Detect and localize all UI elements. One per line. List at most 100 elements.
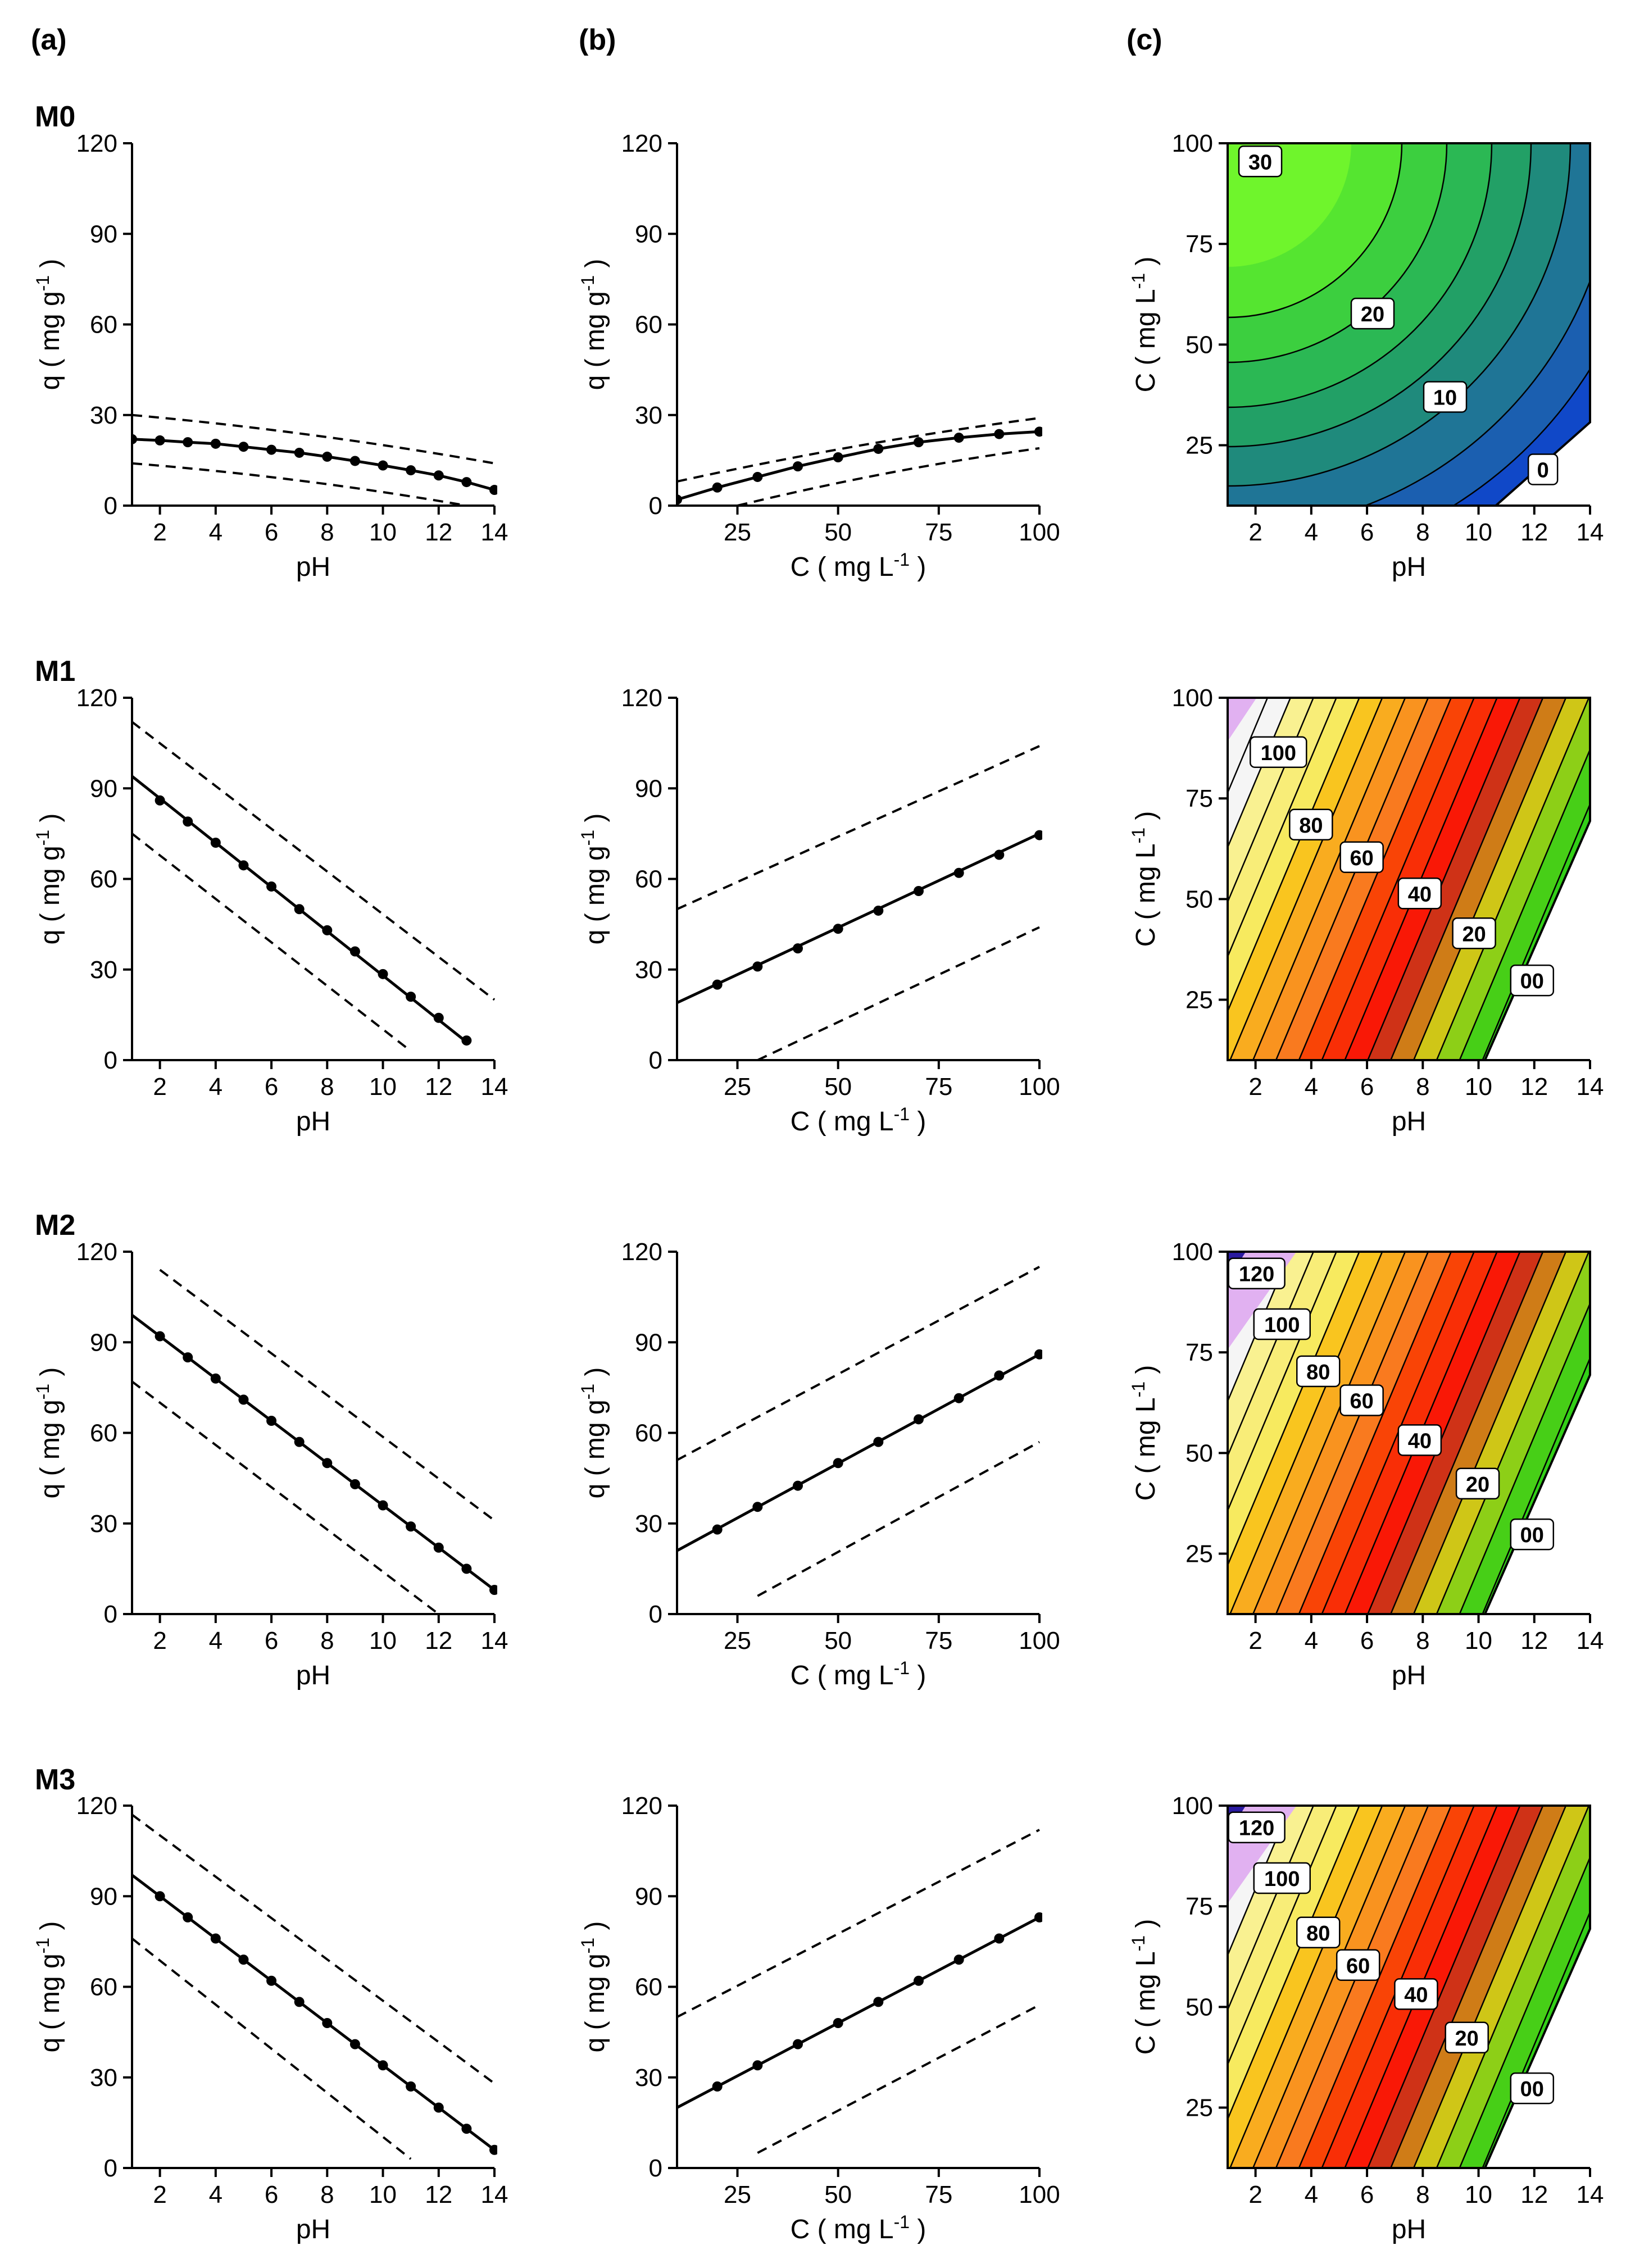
chart-m3-c-band — [1228, 1806, 1337, 2168]
chart-m1-a-point — [294, 904, 305, 915]
chart-m1-a-lower-ci — [132, 833, 412, 1052]
chart-m3-a-point — [349, 2039, 360, 2049]
chart-m0-b-point — [793, 461, 803, 472]
chart-m3-b-x-tick-label: 100 — [1019, 2181, 1060, 2208]
chart-m2-b-fit-line — [677, 1353, 1041, 1552]
chart-m2-c-band — [1620, 1252, 1626, 1614]
chart-m3-c-x-tick-label: 8 — [1416, 2181, 1429, 2208]
chart-m3-c-label-box — [1336, 1949, 1380, 1981]
chart-m3-c-band — [1228, 1806, 1291, 2168]
chart-m0-c-label-box — [1527, 453, 1559, 485]
chart-m1-b: 25 50 75 100 0 30 60 90 120 C ( mg L-1 ) q ( mg g-… — [578, 684, 1060, 1137]
chart-m2-a-fit-line — [132, 1313, 496, 1591]
chart-m1-c-y-tick-label: 50 — [1186, 885, 1213, 913]
chart-m1-a-x-tick-label: 8 — [320, 1073, 334, 1101]
chart-m2-a-point — [238, 1394, 249, 1405]
chart-m1-a-y-tick-label: 60 — [90, 866, 117, 893]
chart-m1-c-x-tick-label: 10 — [1465, 1073, 1492, 1101]
chart-m0-a-y-tick-label: 30 — [90, 402, 117, 429]
chart-m2-c: 00 20 40 60 80 100 120 2 4 6 8 10 12 14 25 50 75 100 pH C (… — [1128, 1238, 1626, 1690]
chart-m2-a-x-tick-label: 4 — [209, 1627, 222, 1655]
chart-m1-b-x-tick-label: 50 — [824, 1073, 852, 1101]
chart-m1-a-x-title: pH — [296, 1107, 330, 1137]
chart-m0-a-x-tick-label: 12 — [425, 519, 452, 546]
panel-letter-b: (b) — [579, 24, 616, 56]
chart-m3-b-y-tick-label: 120 — [621, 1792, 662, 1820]
chart-m3-a-x-tick-label: 14 — [481, 2181, 508, 2208]
chart-m2-c-contour-line — [1252, 1252, 1406, 1614]
chart-m1-a-point — [349, 946, 360, 957]
chart-m1-a-point — [210, 838, 221, 848]
chart-m3-a-x-tick-label: 4 — [209, 2181, 222, 2208]
chart-m3-c-band — [1597, 1806, 1626, 2168]
chart-m2-c-contour-line — [1228, 1252, 1360, 1614]
chart-m2-a-y-title: q ( mg g-1 ) — [33, 1367, 65, 1499]
chart-m3-c-label-box — [1510, 2072, 1555, 2105]
chart-m3-a-x-title: pH — [296, 2215, 330, 2244]
chart-m1-a-y-tick-label: 120 — [76, 684, 117, 712]
chart-m1-c-band — [1436, 698, 1590, 1060]
chart-m2-c-label-box — [1455, 1467, 1500, 1500]
chart-m0-c-contour-label: 0 — [1537, 459, 1549, 483]
chart-m2-c-contour-line — [1459, 1252, 1590, 1614]
chart-m3-a-x-tick-label: 12 — [425, 2181, 452, 2208]
chart-m2-c-contour-line — [1390, 1252, 1544, 1614]
chart-m3-a-point — [406, 2081, 416, 2092]
chart-m2-c-x-tick-label: 4 — [1305, 1627, 1318, 1655]
chart-m3-a-point — [461, 2124, 472, 2134]
chart-m2-b-x-tick-label: 75 — [925, 1627, 952, 1655]
chart-m3-c-band — [1298, 1806, 1475, 2168]
chart-m1-c-label-box — [1510, 964, 1555, 997]
chart-m1-b-fit-line — [677, 832, 1041, 1005]
chart-m0-c-x-tick-label: 8 — [1416, 519, 1429, 546]
chart-m1-b-x-tick-label: 100 — [1019, 1073, 1060, 1101]
chart-m3-c-contour-line — [1252, 1806, 1406, 2168]
chart-m3-b-x-tick-label: 25 — [724, 2181, 751, 2208]
chart-m2-a-y-tick-label: 90 — [90, 1329, 117, 1356]
chart-m2-c-contour-line — [1412, 1252, 1567, 1614]
chart-m2-c-label-box — [1253, 1308, 1311, 1340]
chart-m0-b-lower-ci — [737, 447, 1040, 506]
chart-m3-c-band — [1228, 1806, 1314, 2168]
chart-m2-a-y-tick-label: 0 — [104, 1601, 117, 1628]
chart-m3-a-point — [155, 1891, 165, 1902]
chart-m3-b-point — [994, 1933, 1005, 1944]
chart-m1-c-x-tick-label: 6 — [1360, 1073, 1374, 1101]
chart-m0-b-x-tick-label: 50 — [824, 519, 852, 546]
chart-m3-a-lower-ci — [132, 1937, 412, 2160]
chart-m1-a-x-tick-label: 6 — [265, 1073, 278, 1101]
chart-m0-a-point — [210, 438, 221, 449]
chart-m2-c-x-tick-label: 12 — [1520, 1627, 1548, 1655]
chart-m2-c-band — [1414, 1252, 1589, 1614]
chart-m3-a-y-tick-label: 0 — [104, 2155, 117, 2182]
chart-m2-c-label-box — [1397, 1424, 1442, 1456]
chart-m2-c-band — [1391, 1252, 1566, 1614]
chart-m1-a-x-tick-label: 14 — [481, 1073, 508, 1101]
chart-m0-c-y-tick-label: 50 — [1186, 331, 1213, 358]
chart-m1-b-y-tick-label: 120 — [621, 684, 662, 712]
chart-m0-a-x-tick-label: 8 — [320, 519, 334, 546]
chart-m2-a-y-tick-label: 30 — [90, 1510, 117, 1538]
chart-m2-c-contour-label: 40 — [1408, 1429, 1432, 1453]
chart-m0-c-y-title: C ( mg L-1 ) — [1128, 257, 1161, 393]
chart-m3-c-band — [1276, 1806, 1452, 2168]
chart-m1-c-contour-line — [1390, 698, 1544, 1060]
chart-m1-c-band — [1368, 698, 1544, 1060]
chart-m2-c-contour-label: 00 — [1520, 1524, 1544, 1547]
chart-m3-c-band — [1459, 1806, 1590, 2168]
chart-m1-a-upper-ci — [132, 721, 496, 1001]
chart-m0-a-point — [461, 477, 472, 488]
chart-m0-a: 2 4 6 8 10 12 14 0 30 60 90 120 pH q ( mg g-1 ) — [33, 130, 508, 582]
chart-m1-c-band — [1228, 698, 1291, 1060]
chart-m1-c-contour-line — [1436, 698, 1590, 1060]
chart-m2-b-x-tick-label: 50 — [824, 1627, 852, 1655]
chart-m0-a-y-tick-label: 90 — [90, 220, 117, 248]
chart-m2-b-point — [793, 1480, 803, 1491]
chart-m1-b-point — [1034, 830, 1042, 840]
chart-m0-c-x-tick-label: 2 — [1248, 519, 1262, 546]
chart-m1-a-y-title: q ( mg g-1 ) — [33, 813, 65, 945]
chart-m1-c-contour-label: 100 — [1261, 742, 1296, 765]
chart-m0-a-point — [238, 442, 249, 452]
chart-m3-b-x-tick-label: 75 — [925, 2181, 952, 2208]
